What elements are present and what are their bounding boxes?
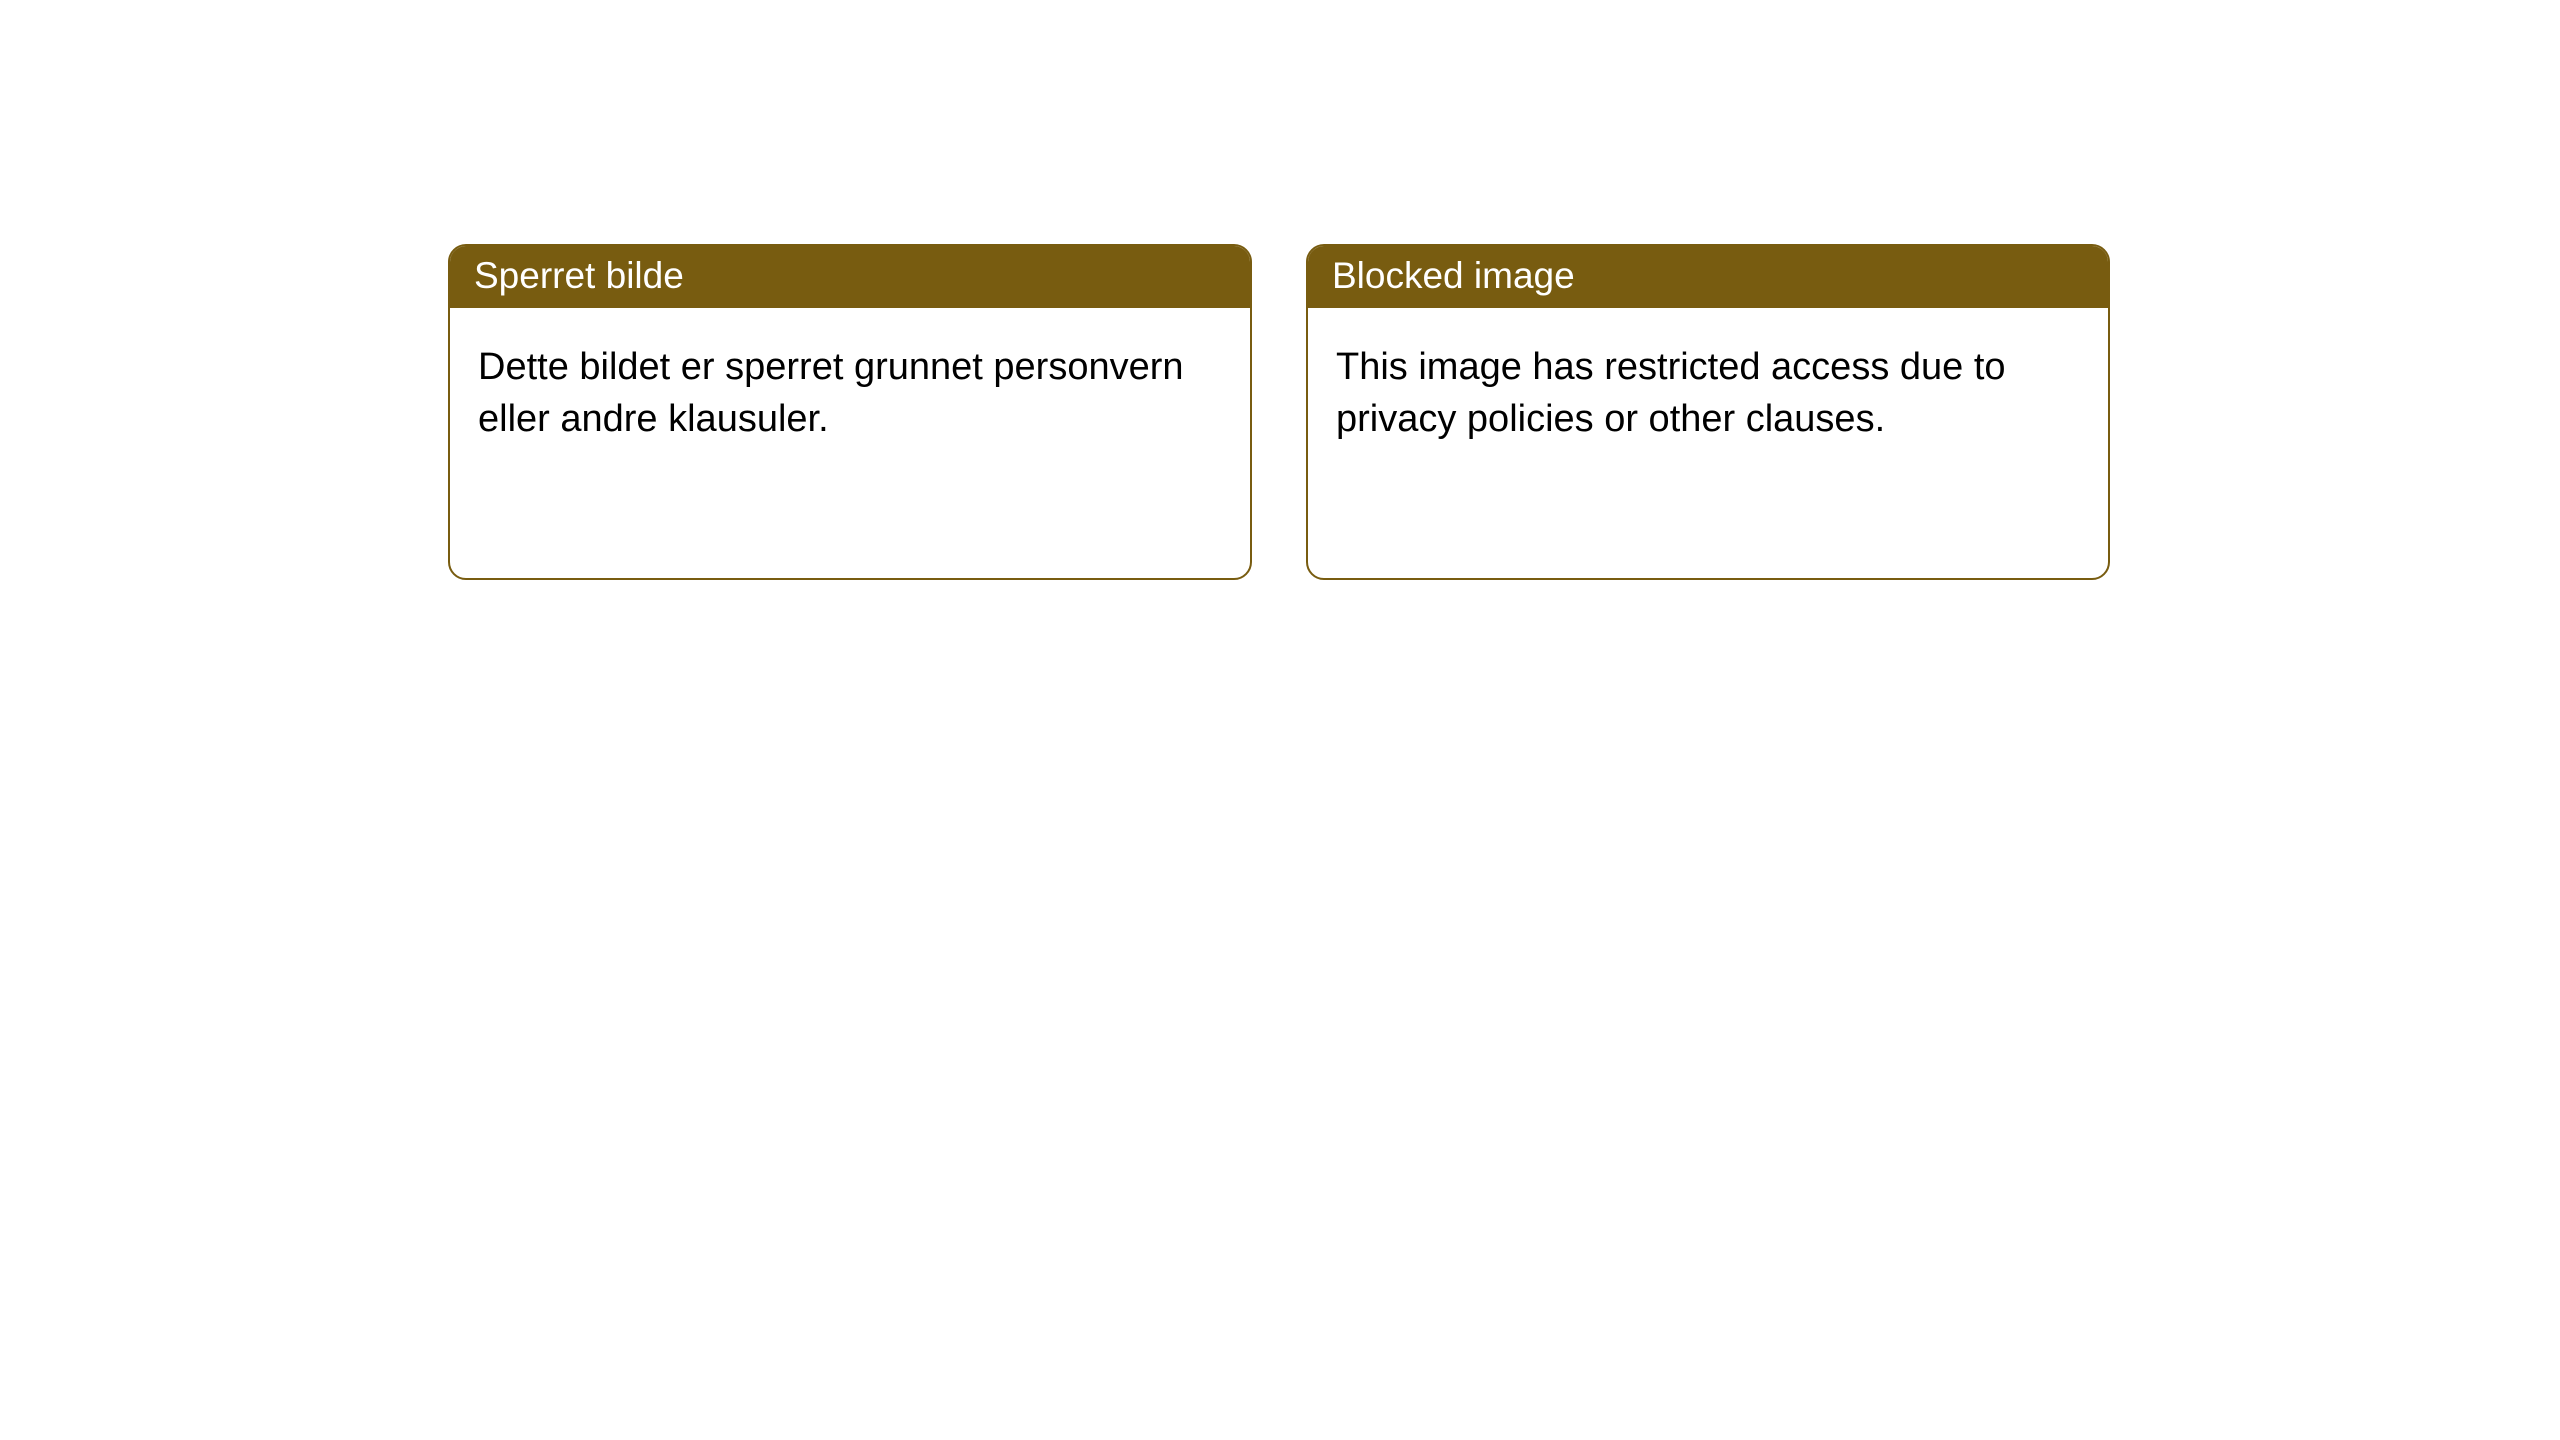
notice-body: This image has restricted access due to … <box>1308 308 2108 479</box>
notice-header: Blocked image <box>1308 246 2108 308</box>
notice-body: Dette bildet er sperret grunnet personve… <box>450 308 1250 479</box>
notice-card-norwegian: Sperret bilde Dette bildet er sperret gr… <box>448 244 1252 580</box>
notice-card-english: Blocked image This image has restricted … <box>1306 244 2110 580</box>
notice-container: Sperret bilde Dette bildet er sperret gr… <box>0 0 2560 580</box>
notice-header: Sperret bilde <box>450 246 1250 308</box>
